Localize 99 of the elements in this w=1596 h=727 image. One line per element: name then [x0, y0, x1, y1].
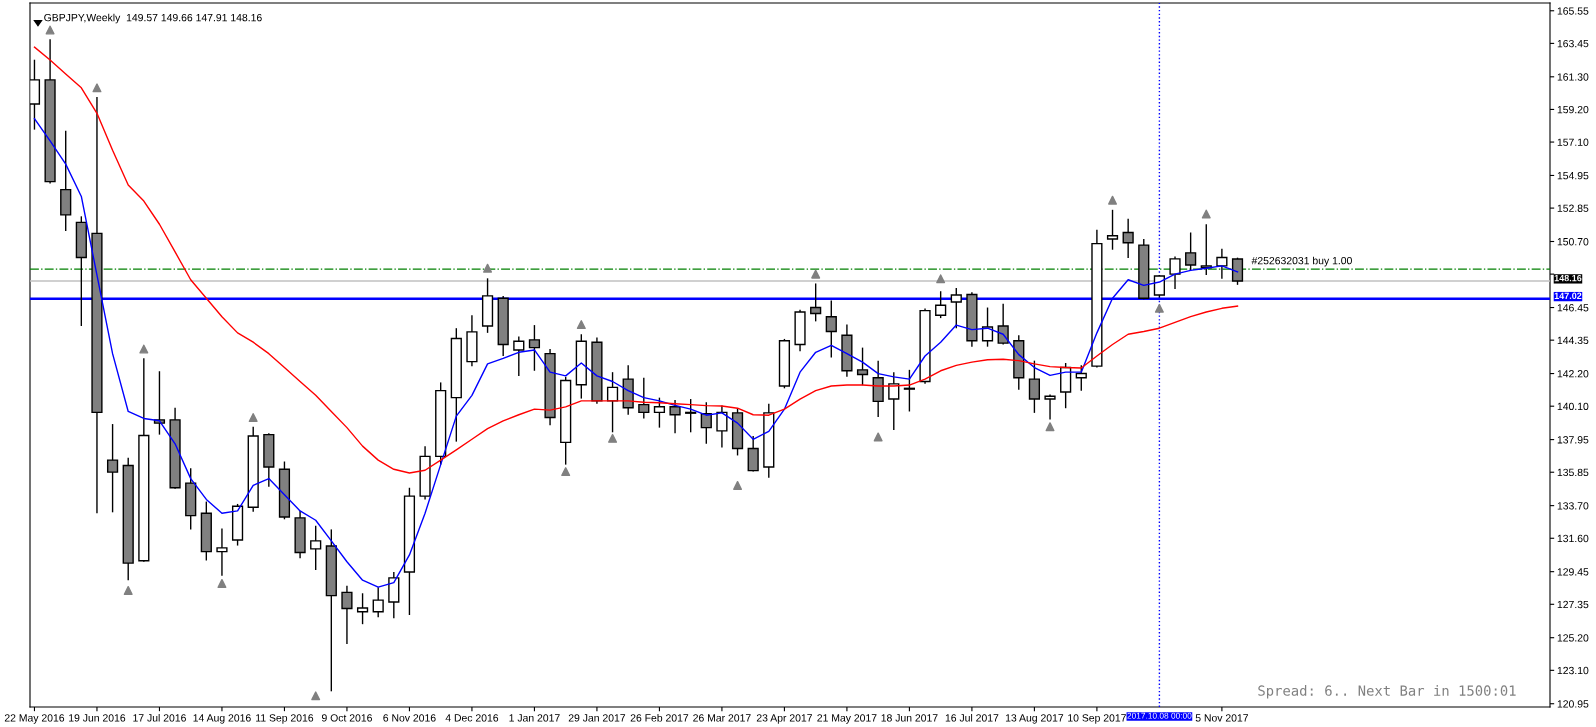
- y-tick-label: 135.85: [1557, 468, 1589, 477]
- y-tick-label: 142.20: [1557, 370, 1589, 378]
- x-tick-label: 23 Apr 2017: [756, 714, 812, 724]
- x-tick-label: 9 Oct 2016: [321, 714, 372, 722]
- ref-line-label: 148.16: [1554, 274, 1582, 282]
- candlestick: [653, 396, 666, 429]
- point: [936, 274, 946, 284]
- y-tick-label: 146.45: [1557, 304, 1589, 312]
- ref-line-label: 147.02: [1554, 292, 1582, 300]
- x-tick-label: 21 May 2017: [817, 714, 877, 724]
- point: [311, 691, 321, 701]
- text: GBPJPY,Weekly 149.57 149.66 147.91 148.16: [44, 13, 262, 24]
- candlestick: [1044, 393, 1056, 421]
- point: [561, 467, 571, 477]
- point: [1154, 303, 1164, 313]
- y-tick-label: 120.95: [1557, 700, 1589, 708]
- y-tick-label: 165.55: [1557, 7, 1589, 15]
- y-tick-label: 157.10: [1557, 138, 1589, 146]
- point: [811, 269, 821, 279]
- x-tick-label: 6 Nov 2016: [383, 714, 436, 722]
- candlestick: [1106, 209, 1119, 251]
- ref-line-label: 2017.10.08 00:00: [1127, 712, 1192, 719]
- x-tick-label: 4 Dec 2016: [445, 714, 499, 722]
- candlestick: [638, 377, 650, 420]
- x-tick-label: 5 Nov 2017: [1195, 714, 1249, 722]
- x-tick-label: 26 Feb 2017: [630, 713, 689, 722]
- candlestick: [216, 527, 228, 577]
- candlestick: [341, 585, 353, 645]
- candlestick: [825, 299, 837, 359]
- candlestick: [1028, 359, 1041, 414]
- candlestick: [372, 586, 384, 618]
- point: [123, 585, 133, 595]
- candlestick: [810, 282, 822, 323]
- x-tick-label: 14 Aug 2016: [193, 714, 251, 724]
- candlestick: [685, 398, 697, 433]
- candlestick: [1122, 217, 1134, 259]
- x-tick-label: 1 Jan 2017: [509, 714, 560, 722]
- y-tick-label: 140.10: [1557, 402, 1589, 411]
- candlestick: [747, 435, 759, 473]
- y-tick-label: 127.35: [1557, 600, 1589, 609]
- x-tick-label: 16 Jul 2017: [945, 713, 999, 722]
- point: [608, 433, 618, 443]
- point: [92, 83, 102, 93]
- point: [576, 320, 586, 330]
- y-tick-label: 144.35: [1557, 336, 1589, 345]
- ref-line-label: #252632031 buy 1.00: [1251, 256, 1352, 267]
- y-tick-label: 163.45: [1557, 39, 1589, 48]
- candlestick: [1153, 274, 1166, 299]
- point: [1045, 422, 1055, 432]
- x-tick-label: 29 Jan 2017: [568, 714, 626, 722]
- candlestick: [310, 524, 322, 571]
- y-tick-label: 137.95: [1557, 436, 1589, 444]
- candlestick: [356, 592, 369, 625]
- point: [1201, 209, 1211, 219]
- x-tick-label: 26 Mar 2017: [693, 714, 751, 722]
- candlestick: [513, 335, 525, 377]
- x-tick-label: 18 Jun 2017: [881, 714, 938, 722]
- y-tick-label: 129.45: [1557, 568, 1589, 576]
- x-tick-label: 22 May 2016: [4, 714, 65, 724]
- point: [483, 263, 493, 273]
- candlestick: [950, 287, 962, 330]
- candlestick: [997, 303, 1009, 346]
- candlestick: [528, 324, 541, 372]
- candlestick: [856, 346, 869, 386]
- candlestick: [1169, 255, 1181, 290]
- point: [873, 432, 883, 442]
- candlestick: [716, 404, 728, 449]
- y-tick-label: 152.85: [1557, 204, 1589, 212]
- y-tick-label: 131.60: [1557, 534, 1589, 543]
- candlestick: [888, 371, 900, 431]
- point: [139, 344, 149, 354]
- point: [1108, 195, 1118, 205]
- candlestick: [981, 306, 994, 348]
- x-tick-label: 11 Sep 2016: [256, 714, 314, 724]
- y-tick-label: 123.10: [1557, 666, 1589, 675]
- candlestick: [106, 423, 119, 514]
- candlestick: [935, 290, 947, 319]
- y-tick-label: 125.20: [1557, 634, 1589, 642]
- point: [45, 25, 55, 35]
- point: [248, 413, 258, 423]
- point: [217, 578, 227, 588]
- y-tick-label: 154.95: [1557, 171, 1589, 180]
- candlestick: [872, 359, 884, 418]
- x-tick-label: 17 Jul 2016: [133, 713, 186, 722]
- y-tick-label: 161.30: [1557, 73, 1589, 81]
- y-tick-label: 159.20: [1557, 105, 1589, 114]
- candlestick: [1075, 364, 1087, 392]
- x-tick-label: 10 Sep 2017: [1068, 714, 1126, 724]
- candlestick: [1216, 248, 1228, 280]
- line-series: [33, 46, 1239, 474]
- candlestick: [1185, 231, 1197, 272]
- candlestick: [669, 399, 681, 434]
- y-tick-label: 150.70: [1557, 238, 1589, 246]
- candlestick: [903, 369, 916, 413]
- x-tick-label: 13 Aug 2017: [1005, 714, 1064, 724]
- annotation: Spread: 6.. Next Bar in 1500:01: [1258, 685, 1516, 699]
- point: [733, 480, 743, 490]
- x-tick-label: 19 Jun 2016: [69, 714, 126, 722]
- y-tick-label: 133.70: [1557, 502, 1589, 510]
